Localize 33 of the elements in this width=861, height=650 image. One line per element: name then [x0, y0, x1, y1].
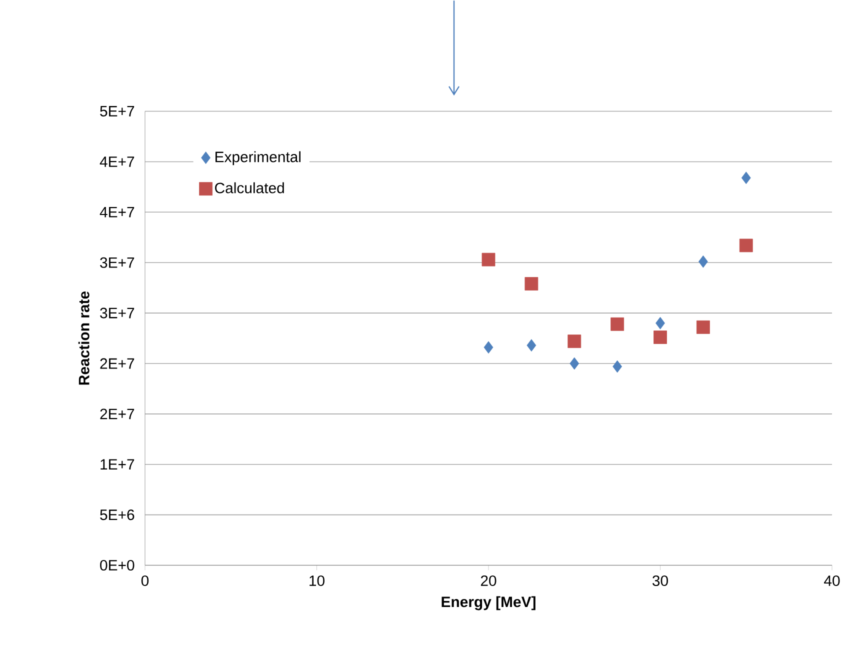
x-tick-label: 0 — [141, 575, 149, 586]
x-tick-label: 10 — [310, 575, 324, 586]
y-tick-label: 2E+7 — [100, 408, 134, 420]
legend-label: Calculated — [215, 182, 284, 194]
y-tick-label: 2E+7 — [100, 358, 134, 369]
point — [484, 341, 494, 354]
y-axis-title: Reaction rate — [78, 291, 90, 384]
y-tick-label: 1E+7 — [100, 459, 134, 470]
point — [524, 276, 538, 290]
x-axis-title: Energy [MeV] — [442, 596, 536, 610]
point — [482, 252, 496, 266]
point — [656, 316, 665, 330]
y-tick-label: 4E+7 — [100, 156, 134, 167]
x-tick-label: 40 — [824, 575, 840, 586]
point — [741, 172, 751, 184]
point — [696, 320, 710, 334]
point — [739, 238, 753, 252]
point — [570, 357, 580, 370]
x-tick-label: 30 — [652, 575, 668, 586]
point — [610, 317, 624, 331]
point — [612, 360, 622, 373]
y-tick-label: 3E+7 — [100, 257, 134, 268]
point — [568, 334, 582, 348]
point — [698, 255, 708, 268]
y-tick-label: 4E+7 — [100, 206, 134, 218]
point — [526, 339, 536, 352]
x-tick-label: 20 — [480, 575, 496, 586]
y-tick-label: 3E+7 — [100, 308, 134, 318]
y-tick-label: 5E+7 — [100, 106, 134, 116]
legend-label: Experimental — [216, 151, 300, 166]
point — [654, 330, 667, 344]
y-tick-label: 0E+0 — [100, 560, 134, 570]
y-tick-label: 5E+6 — [100, 509, 134, 520]
